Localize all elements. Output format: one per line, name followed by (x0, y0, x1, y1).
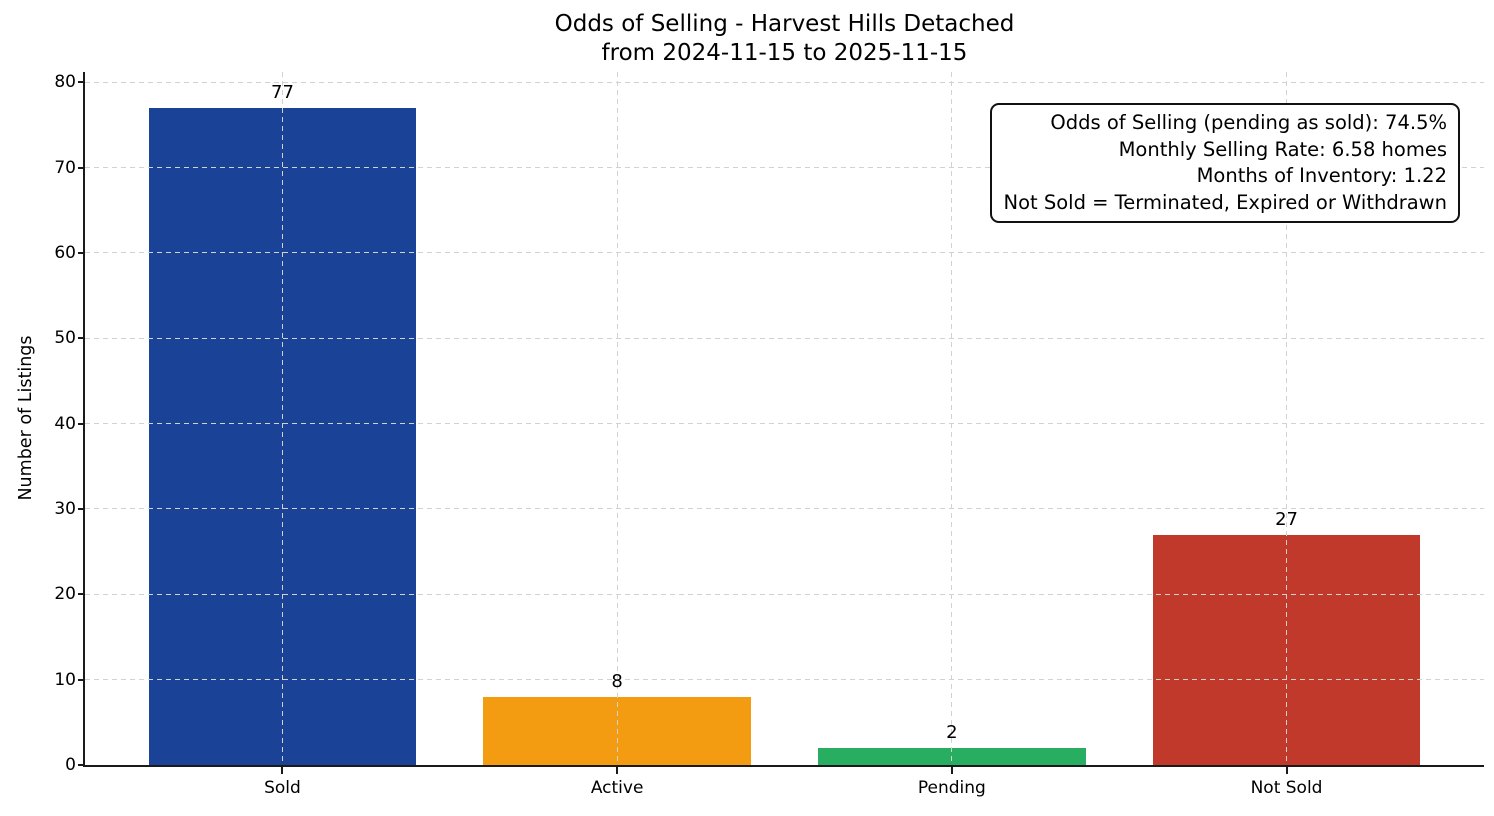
stats-line: Months of Inventory: 1.22 (1196, 164, 1447, 187)
x-tick-mark (281, 767, 284, 774)
h-gridline (85, 81, 1484, 83)
y-tick-label: 70 (54, 157, 76, 178)
chart-subtitle: from 2024-11-15 to 2025-11-15 (601, 40, 968, 66)
chart-title-block: Odds of Selling - Harvest Hills Detached… (85, 10, 1484, 68)
y-tick-mark (78, 764, 85, 766)
x-tick-label: Pending (917, 778, 986, 798)
v-gridline (616, 72, 618, 765)
x-tick-mark (950, 767, 953, 774)
y-tick-label: 30 (54, 498, 76, 519)
stats-line: Not Sold = Terminated, Expired or Withdr… (1003, 190, 1447, 214)
h-gridline (85, 337, 1484, 339)
y-tick-mark (78, 337, 85, 340)
x-tick-mark (1285, 767, 1288, 774)
y-tick-label: 40 (54, 413, 76, 434)
bar-value-label: 27 (1275, 508, 1298, 530)
v-gridline (1286, 72, 1288, 765)
y-tick-label: 50 (54, 328, 76, 349)
y-tick-mark (78, 81, 85, 84)
y-tick-mark (78, 678, 85, 681)
x-tick-label: Active (590, 778, 644, 798)
bar-value-label: 77 (271, 81, 294, 103)
y-tick-mark (78, 166, 85, 169)
y-tick-mark (78, 422, 85, 425)
v-gridline (951, 72, 953, 765)
x-tick-label: Sold (264, 778, 301, 798)
stats-line: Monthly Selling Rate: 6.58 homes (1118, 137, 1447, 161)
stats-line: Odds of Selling (pending as sold): 74.5% (1050, 111, 1447, 134)
plot-area: 77 8 2 27 Odds of Selling (pending as sold)… (83, 72, 1484, 767)
y-tick-mark (78, 251, 85, 254)
y-tick-label: 20 (54, 584, 76, 605)
h-gridline (85, 508, 1484, 510)
bar-value-label: 2 (946, 721, 958, 743)
y-axis-line (83, 72, 85, 767)
bar-value-label: 8 (611, 670, 623, 692)
h-gridline (85, 423, 1484, 425)
y-tick-label: 10 (54, 669, 76, 690)
y-tick-label: 80 (54, 72, 76, 93)
stats-annotation-box: Odds of Selling (pending as sold): 74.5%… (990, 103, 1460, 223)
y-tick-mark (78, 593, 85, 596)
h-gridline (85, 679, 1484, 681)
h-gridline (85, 593, 1484, 595)
y-tick-label: 60 (54, 242, 76, 263)
x-tick-label: Not Sold (1250, 778, 1323, 798)
chart-title: Odds of Selling - Harvest Hills Detached (554, 11, 1015, 37)
h-gridline (85, 252, 1484, 254)
x-axis-line (83, 765, 1484, 767)
x-tick-mark (616, 767, 619, 774)
h-gridline (85, 167, 1484, 169)
y-tick-label: 0 (65, 755, 76, 775)
v-gridline (281, 72, 283, 765)
y-tick-mark (78, 507, 85, 510)
